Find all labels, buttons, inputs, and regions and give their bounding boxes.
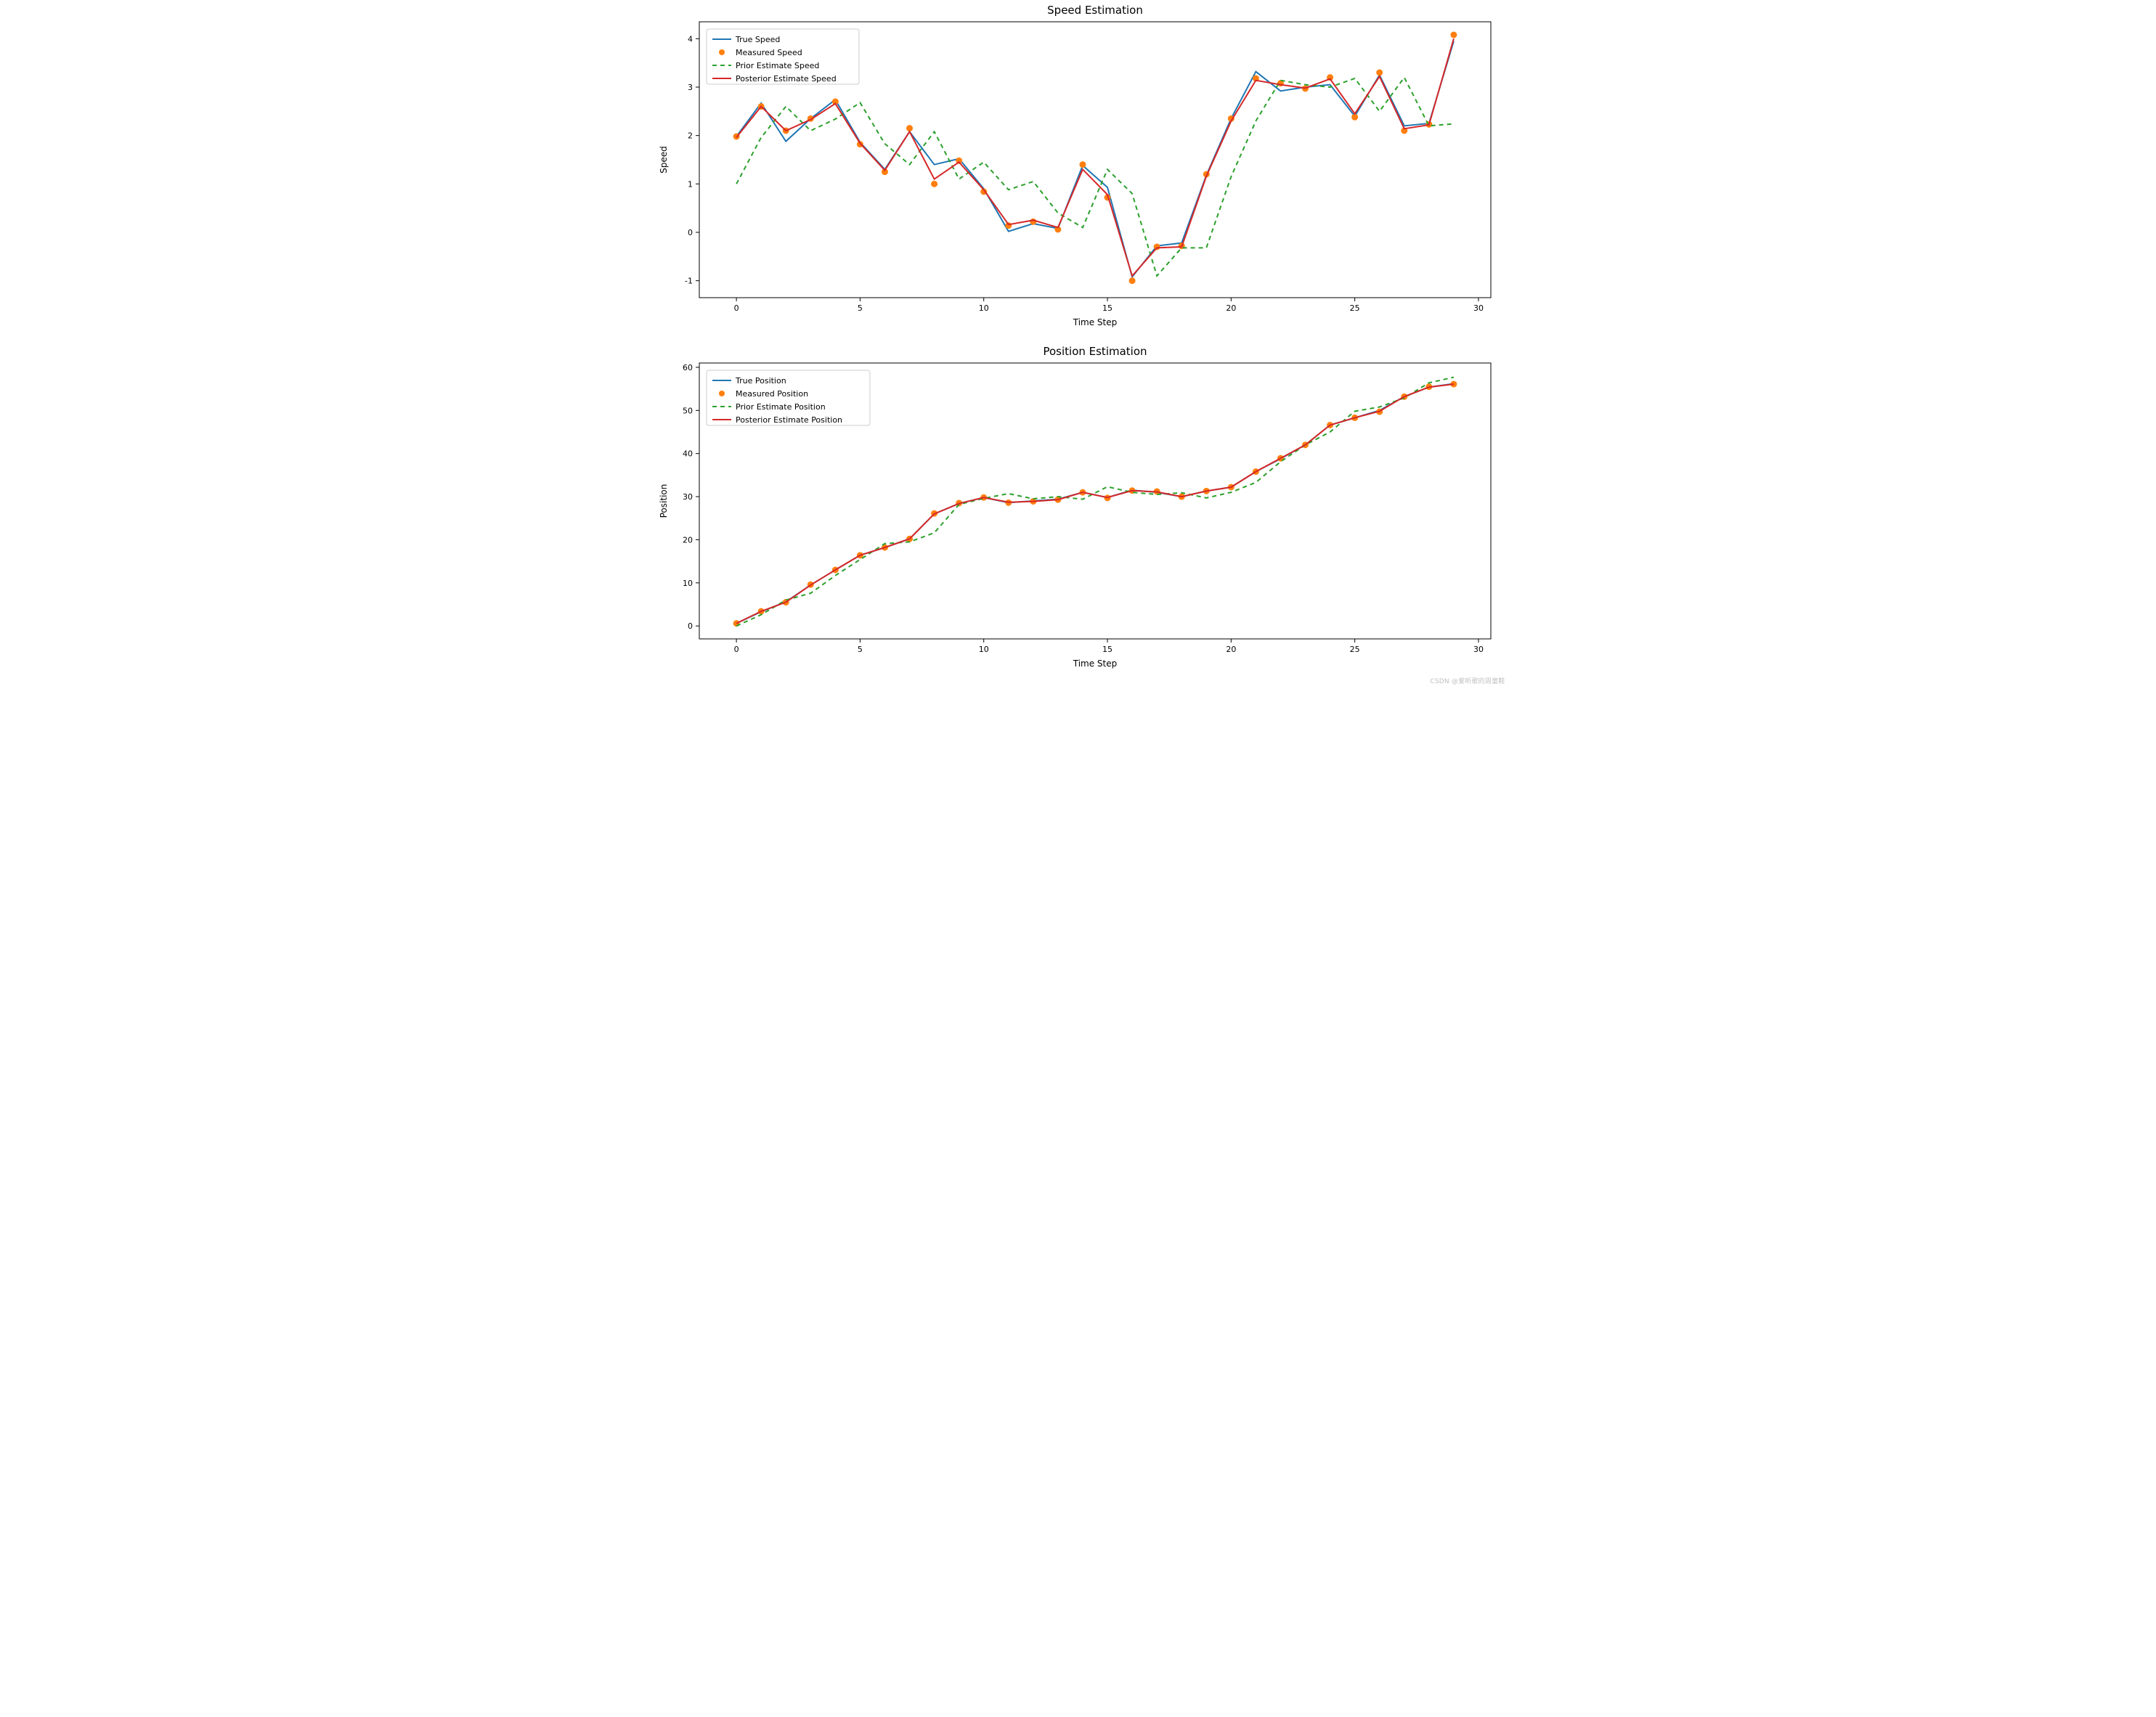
xlabel: Time Step bbox=[1072, 658, 1117, 669]
ytick-label: 40 bbox=[683, 449, 693, 459]
ytick-label: 2 bbox=[688, 131, 693, 141]
marker-measured_speed bbox=[1005, 222, 1012, 229]
legend-swatch bbox=[719, 391, 725, 396]
xtick-label: 0 bbox=[733, 303, 739, 313]
marker-measured_speed bbox=[1376, 70, 1383, 76]
figure-svg: 0 5 10 15 20 25 30 -1 0 1 2 3 4 Time Step Speed Speed E… bbox=[647, 0, 1510, 687]
ytick-label: 3 bbox=[688, 83, 693, 92]
marker-measured_speed bbox=[1079, 161, 1086, 168]
legend-label: Prior Estimate Speed bbox=[736, 61, 819, 70]
position-chart: 0 5 10 15 20 25 30 0 10 20 30 40 50 60 Time Step Positi… bbox=[659, 345, 1491, 669]
speed-chart: 0 5 10 15 20 25 30 -1 0 1 2 3 4 Time Step Speed Speed E… bbox=[659, 4, 1491, 327]
legend-label: Posterior Estimate Position bbox=[736, 415, 842, 425]
xtick-label: 10 bbox=[978, 645, 988, 654]
xtick-label: 0 bbox=[733, 645, 739, 654]
ytick-label: 60 bbox=[683, 363, 693, 372]
xtick-label: 20 bbox=[1226, 645, 1236, 654]
xtick-label: 15 bbox=[1102, 645, 1112, 654]
legend: True Speed Measured Speed Prior Estimate S… bbox=[707, 29, 859, 84]
ytick-label: 4 bbox=[688, 34, 693, 44]
marker-measured_speed bbox=[931, 181, 937, 187]
ytick-label: 1 bbox=[688, 179, 693, 189]
legend-swatch bbox=[719, 49, 725, 55]
marker-measured_speed bbox=[1030, 219, 1036, 225]
xtick-label: 25 bbox=[1349, 645, 1359, 654]
xlabel: Time Step bbox=[1072, 317, 1117, 327]
xtick-label: 5 bbox=[857, 303, 862, 313]
ytick-label: 0 bbox=[688, 621, 693, 631]
ytick-label: 10 bbox=[683, 579, 693, 588]
xtick-label: 25 bbox=[1349, 303, 1359, 313]
marker-measured_speed bbox=[1153, 244, 1160, 250]
ytick-label: 0 bbox=[688, 228, 693, 237]
xtick-label: 15 bbox=[1102, 303, 1112, 313]
xtick-label: 30 bbox=[1473, 303, 1483, 313]
chart-title: Position Estimation bbox=[1043, 345, 1147, 358]
legend-label: Measured Speed bbox=[736, 48, 802, 57]
xtick-label: 10 bbox=[978, 303, 988, 313]
legend: True Position Measured Position Prior Esti… bbox=[707, 370, 870, 425]
ytick-label: 30 bbox=[683, 492, 693, 502]
marker-measured_speed bbox=[1450, 32, 1457, 38]
chart-title: Speed Estimation bbox=[1047, 4, 1143, 17]
ylabel: Position bbox=[659, 484, 669, 518]
xtick-label: 20 bbox=[1226, 303, 1236, 313]
legend-label: Measured Position bbox=[736, 389, 808, 399]
marker-measured_speed bbox=[1128, 277, 1135, 284]
legend-label: True Speed bbox=[735, 35, 780, 44]
xtick-label: 5 bbox=[857, 645, 862, 654]
xtick-label: 30 bbox=[1473, 645, 1483, 654]
watermark-text: CSDN @爱听歌的周童鞋 bbox=[1430, 676, 1505, 685]
ytick-label: 50 bbox=[683, 406, 693, 415]
legend-label: Posterior Estimate Speed bbox=[736, 74, 837, 83]
figure: 0 5 10 15 20 25 30 -1 0 1 2 3 4 Time Step Speed Speed E… bbox=[647, 0, 1510, 687]
ytick-label: 20 bbox=[683, 535, 693, 545]
ylabel: Speed bbox=[659, 146, 669, 174]
ytick-label: -1 bbox=[685, 277, 693, 286]
legend-label: True Position bbox=[735, 376, 786, 386]
legend-label: Prior Estimate Position bbox=[736, 402, 826, 412]
